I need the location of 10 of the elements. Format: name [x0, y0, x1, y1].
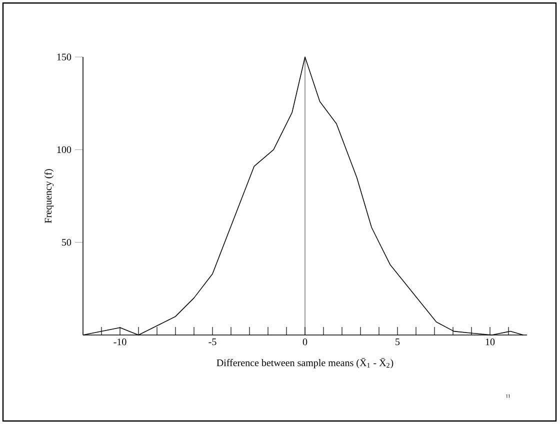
- x-tick-label: 5: [396, 338, 400, 346]
- x-axis-title: Difference between sample means (X̄$_{1}$ - X̄$_{2}$): [216, 358, 394, 368]
- x-tick-label: 0: [302, 338, 308, 346]
- y-axis-title: Frequency (f): [44, 169, 54, 224]
- x-tick-label: 10: [486, 338, 495, 346]
- x-tick-label: -5: [208, 338, 216, 346]
- y-tick-label: 150: [57, 54, 72, 60]
- y-tick-label: 50: [62, 238, 72, 246]
- y-tick-label: 100: [57, 146, 72, 154]
- x-tick-label: -10: [114, 338, 126, 346]
